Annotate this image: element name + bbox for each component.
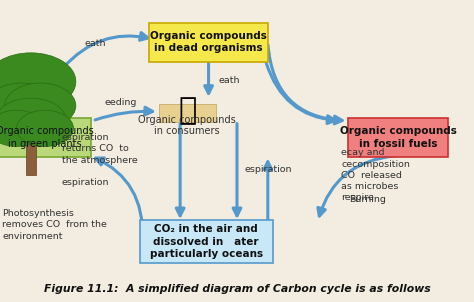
Text: eeding: eeding	[105, 98, 137, 107]
Circle shape	[0, 98, 66, 143]
Text: espiration: espiration	[244, 165, 292, 174]
FancyArrowPatch shape	[318, 156, 395, 216]
FancyArrowPatch shape	[205, 63, 212, 94]
Text: Photosynthesis
removes CO  from the
environment: Photosynthesis removes CO from the envir…	[2, 209, 107, 241]
Polygon shape	[159, 104, 216, 122]
Text: Figure 11.1:  A simplified diagram of Carbon cycle is as follows: Figure 11.1: A simplified diagram of Car…	[44, 284, 430, 294]
FancyArrowPatch shape	[233, 124, 241, 216]
FancyBboxPatch shape	[0, 118, 91, 157]
Text: espiration
returns CO  to
the atmosphere

espiration: espiration returns CO to the atmosphere …	[62, 133, 137, 187]
Text: Organic compounds
in consumers: Organic compounds in consumers	[138, 115, 236, 137]
Text: Organic compounds
in green plants: Organic compounds in green plants	[0, 126, 94, 149]
Polygon shape	[26, 136, 36, 175]
Circle shape	[0, 53, 76, 110]
Text: eath: eath	[84, 39, 106, 48]
FancyArrowPatch shape	[96, 158, 143, 239]
Circle shape	[5, 83, 76, 128]
FancyArrowPatch shape	[176, 124, 184, 216]
FancyArrowPatch shape	[95, 107, 153, 120]
Text: ecay and
cecomposition
CO  released
as microbes
respire: ecay and cecomposition CO released as mi…	[341, 149, 410, 202]
Text: Organic compounds
in fossil fuels: Organic compounds in fossil fuels	[340, 126, 456, 149]
FancyArrowPatch shape	[266, 63, 335, 124]
FancyArrowPatch shape	[268, 45, 342, 124]
Text: Burning: Burning	[349, 195, 386, 204]
Circle shape	[0, 110, 45, 146]
Circle shape	[0, 83, 57, 128]
FancyBboxPatch shape	[140, 220, 273, 263]
Text: CO₂ in the air and
dissolved in   ater
particularly oceans: CO₂ in the air and dissolved in ater par…	[150, 224, 263, 259]
FancyArrowPatch shape	[64, 33, 148, 67]
Text: Organic compounds
in dead organisms: Organic compounds in dead organisms	[150, 31, 267, 53]
FancyBboxPatch shape	[149, 23, 268, 62]
Text: eath: eath	[218, 76, 239, 85]
Circle shape	[17, 110, 73, 146]
Text: 🐄: 🐄	[178, 96, 196, 125]
FancyArrowPatch shape	[264, 162, 272, 219]
FancyBboxPatch shape	[348, 118, 448, 157]
